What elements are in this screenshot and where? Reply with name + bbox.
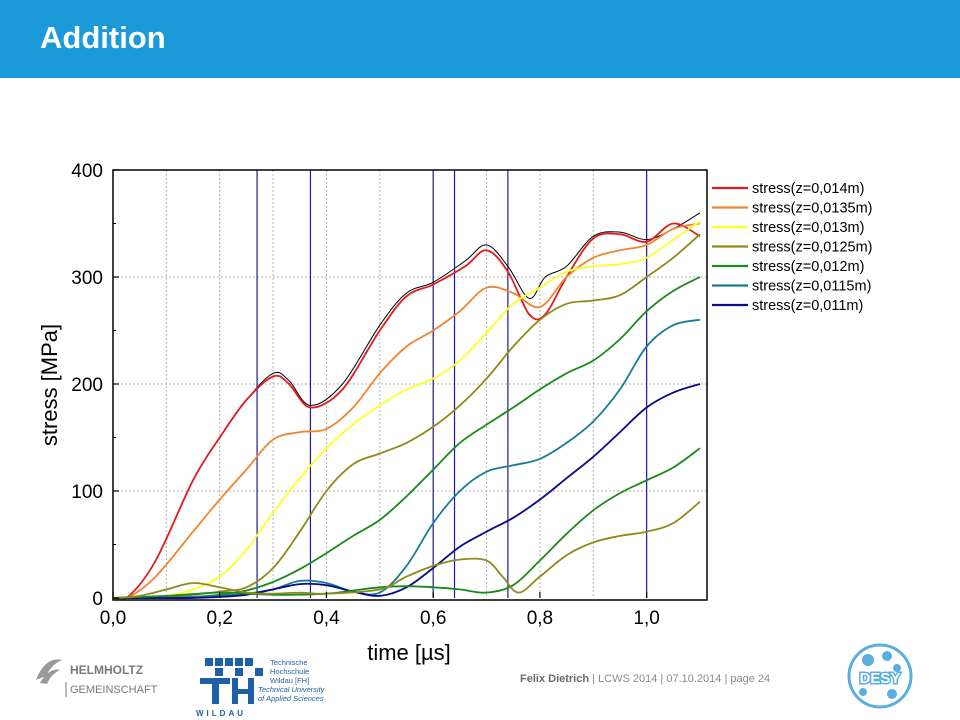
helmholtz-line1: HELMHOLTZ bbox=[70, 663, 143, 677]
desy-wordmark: DESY bbox=[860, 670, 901, 687]
th-line5: of Applied Sciences bbox=[258, 694, 324, 703]
desy-logo: DESY bbox=[847, 643, 913, 709]
y-axis-label: stress [MPa] bbox=[37, 324, 62, 446]
vertical-markers bbox=[256, 170, 648, 598]
x-tick-label: 0,6 bbox=[420, 608, 446, 629]
th-line4: Technical University bbox=[258, 685, 326, 694]
series-line-9 bbox=[112, 501, 701, 599]
series-line-7 bbox=[113, 383, 701, 599]
th-mosaic-icon bbox=[200, 658, 263, 704]
plot-frame bbox=[112, 169, 708, 601]
legend-label: stress(z=0,0115m) bbox=[752, 279, 871, 295]
legend-label: stress(z=0,013m) bbox=[752, 220, 864, 236]
series-lines bbox=[112, 212, 701, 601]
helmholtz-logo: HELMHOLTZ GEMEINSCHAFT bbox=[36, 659, 158, 697]
footer-page: page 24 bbox=[730, 673, 771, 685]
series-line-1 bbox=[112, 222, 701, 601]
footer-event: LCWS 2014 bbox=[598, 673, 658, 685]
series-line-6 bbox=[113, 318, 701, 599]
title-bar: Addition bbox=[0, 0, 960, 78]
y-tick-label: 200 bbox=[71, 375, 103, 396]
th-line3: Wildau [FH] bbox=[270, 676, 309, 685]
legend-label: stress(z=0,012m) bbox=[752, 259, 864, 275]
series-line-4 bbox=[112, 233, 701, 599]
y-tick-label: 300 bbox=[71, 268, 103, 289]
desy-dots-icon bbox=[859, 651, 901, 699]
th-wildau-logo: Technische Hochschule Wildau [FH] Techni… bbox=[196, 658, 326, 718]
y-tick-label: 0 bbox=[92, 589, 103, 610]
legend-label: stress(z=0,0135m) bbox=[752, 201, 872, 217]
footer-date: 07.10.2014 bbox=[666, 673, 722, 685]
helmholtz-line2: GEMEINSCHAFT bbox=[70, 684, 158, 696]
page-title: Addition bbox=[40, 20, 166, 55]
series-line-0 bbox=[112, 212, 701, 600]
th-wildau: WILDAU bbox=[196, 709, 246, 718]
series-line-3 bbox=[112, 220, 701, 600]
series-line-2 bbox=[112, 222, 701, 600]
x-axis-label: time [µs] bbox=[367, 640, 451, 665]
x-tick-label: 0,8 bbox=[527, 608, 553, 629]
footer-author: Felix Dietrich bbox=[520, 673, 590, 685]
x-tick-label: 0,2 bbox=[207, 608, 233, 629]
x-tick-label: 0,0 bbox=[100, 608, 126, 629]
th-line2: Hochschule bbox=[270, 667, 309, 676]
th-line1: Technische bbox=[270, 658, 308, 667]
x-tick-label: 1,0 bbox=[633, 608, 659, 629]
y-tick-label: 100 bbox=[71, 482, 103, 503]
legend-label: stress(z=0,014m) bbox=[752, 181, 864, 197]
helmholtz-swoosh-icon bbox=[36, 659, 62, 684]
y-tick-label: 400 bbox=[71, 161, 103, 182]
footer-info: Felix Dietrich | LCWS 2014 | 07.10.2014 … bbox=[520, 673, 771, 685]
series-line-5 bbox=[113, 276, 701, 599]
x-tick-label: 0,4 bbox=[313, 608, 340, 629]
legend-label: stress(z=0,011m) bbox=[752, 298, 863, 314]
legend: stress(z=0,014m) stress(z=0,0135m) stress(… bbox=[712, 181, 872, 314]
legend-label: stress(z=0,0125m) bbox=[752, 240, 872, 256]
axis-ticks: 0 100 200 300 400 0,0 0,2 0,4 0,6 0,8 1,0 bbox=[71, 161, 660, 629]
series-line-8 bbox=[112, 447, 701, 599]
